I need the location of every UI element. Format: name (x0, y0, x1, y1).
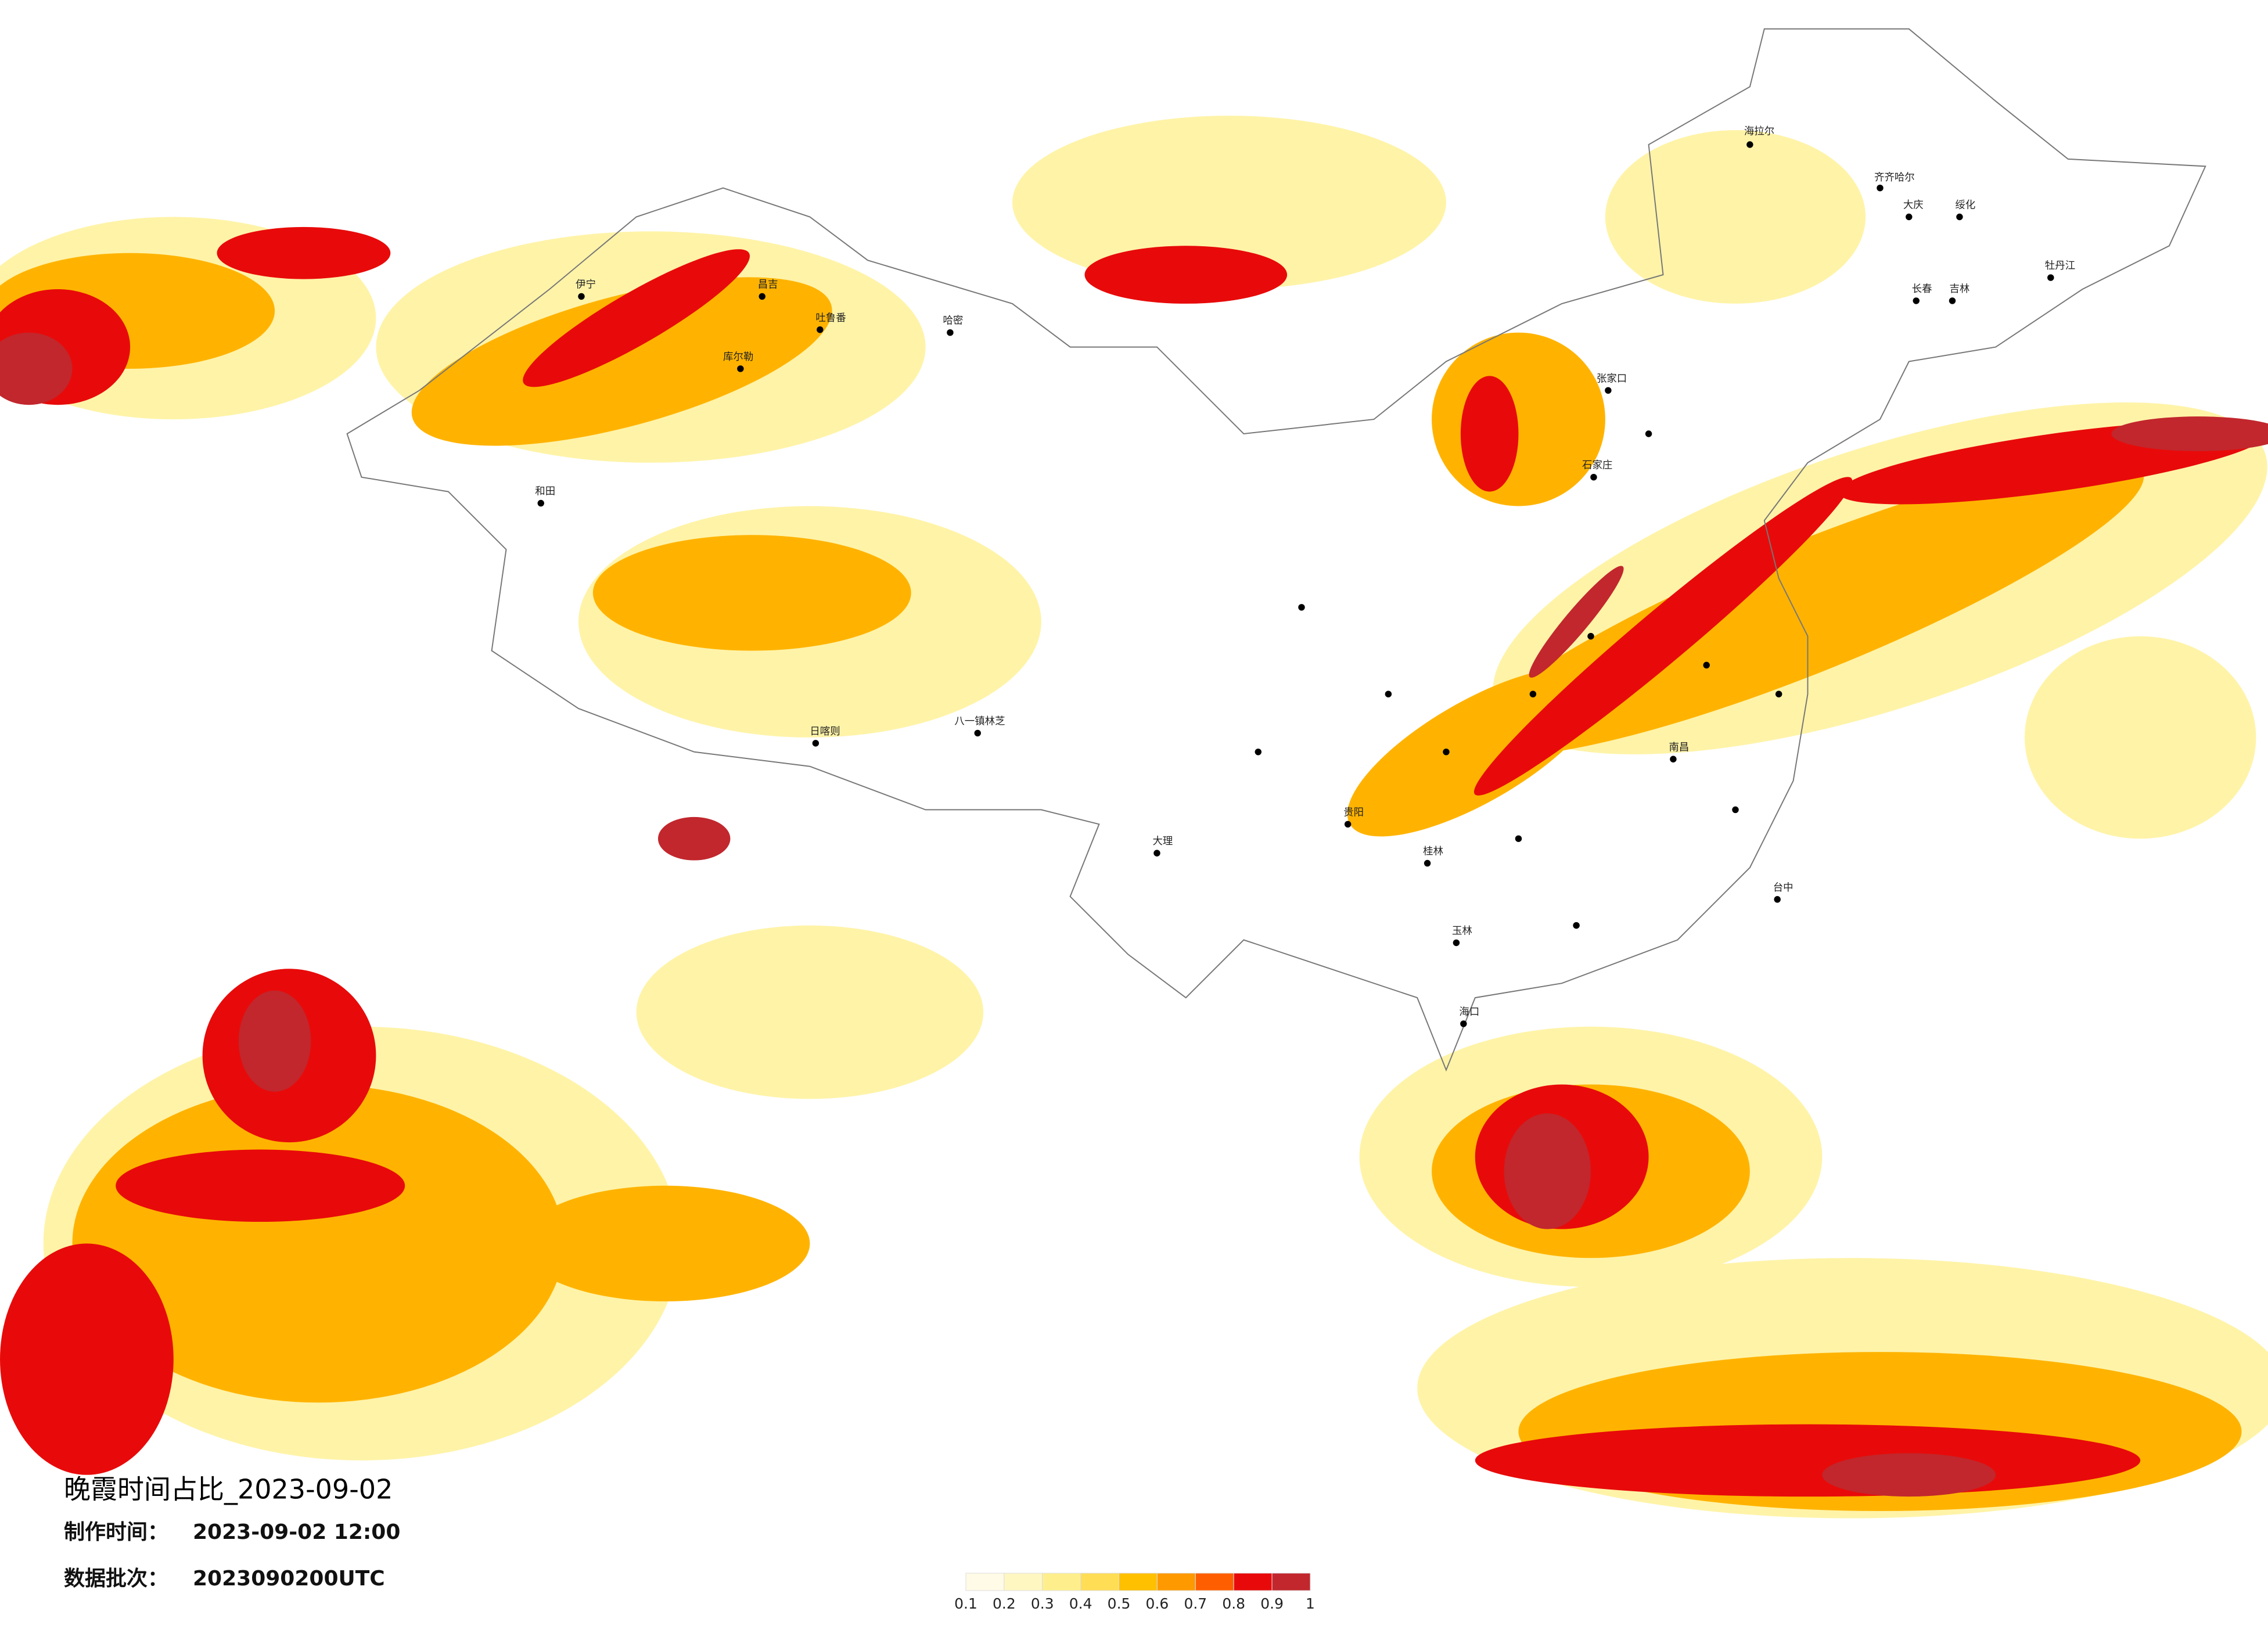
legend-swatch (1271, 1573, 1311, 1591)
legend-swatch (965, 1573, 1005, 1591)
legend-tick-label: 0.4 (1069, 1595, 1092, 1612)
city-label: 吐鲁番 (815, 312, 846, 324)
city-label: 昌吉 (758, 279, 778, 291)
border (346, 28, 2206, 1072)
city-label: 长春 (1912, 283, 1932, 295)
city-label: 伊宁 (576, 279, 596, 291)
legend-tick-label: 0.5 (1108, 1595, 1131, 1612)
legend-swatch (1195, 1573, 1234, 1591)
city-dots (537, 141, 2054, 1027)
city-label: 和田 (535, 486, 555, 498)
legend-tick-label: 0.7 (1184, 1595, 1207, 1612)
legend-tick-label: 0.2 (993, 1595, 1016, 1612)
legend: 0.1 0.2 0.3 0.4 0.5 0.6 0.7 0.8 0.9 1 (954, 1573, 1315, 1612)
legend-swatch (1233, 1573, 1273, 1591)
city-label: 绥化 (1955, 200, 1975, 211)
production-time-label: 制作时间： (64, 1520, 168, 1544)
city-label: 库尔勒 (723, 351, 753, 363)
legend-tick-label: 0.1 (954, 1595, 977, 1612)
data-batch: 2023090200UTC (193, 1567, 385, 1591)
city-label: 大理 (1153, 836, 1173, 847)
city-label: 日喀则 (810, 726, 840, 738)
legend-tick-label: 0.9 (1260, 1595, 1284, 1612)
heat-field: 海拉尔 齐齐哈尔 大庆 绥化 长春 吉林 牡丹江 伊宁 昌吉 吐鲁番 哈密 库尔… (0, 28, 2268, 1519)
production-time: 2023-09-02 12:00 (193, 1520, 400, 1544)
city-label: 海口 (1459, 1006, 1479, 1018)
city-label: 南昌 (1669, 742, 1689, 753)
title: 晚霞时间占比_2023-09-02 (64, 1474, 393, 1505)
city-label: 贵阳 (1343, 807, 1364, 818)
city-label: 牡丹江 (2045, 260, 2075, 272)
legend-swatch (1042, 1573, 1081, 1591)
heat-max (0, 332, 2268, 1497)
city-label: 吉林 (1950, 283, 1970, 295)
legend-tick-label: 1 (1306, 1595, 1315, 1612)
city-label: 张家口 (1597, 373, 1627, 384)
city-label: 石家庄 (1582, 460, 1612, 472)
city-label: 哈密 (943, 315, 963, 327)
legend-swatch (1119, 1573, 1158, 1591)
city-label: 八一镇林芝 (954, 715, 1005, 727)
city-label: 台中 (1773, 882, 1793, 894)
city-label: 桂林 (1423, 846, 1443, 858)
city-label: 大庆 (1903, 200, 1924, 211)
legend-tick-label: 0.8 (1222, 1595, 1245, 1612)
city-label: 齐齐哈尔 (1874, 172, 1915, 184)
legend-tick-label: 0.6 (1146, 1595, 1169, 1612)
city-label: 玉林 (1452, 926, 1472, 937)
legend-swatch (1156, 1573, 1196, 1591)
legend-tick-label: 0.3 (1031, 1595, 1054, 1612)
legend-swatch (1080, 1573, 1120, 1591)
legend-swatch (1004, 1573, 1043, 1591)
city-labels: 海拉尔 齐齐哈尔 大庆 绥化 长春 吉林 牡丹江 伊宁 昌吉 吐鲁番 哈密 库尔… (535, 126, 2075, 1018)
data-batch-label: 数据批次： (64, 1567, 168, 1591)
city-label: 海拉尔 (1744, 126, 1774, 138)
